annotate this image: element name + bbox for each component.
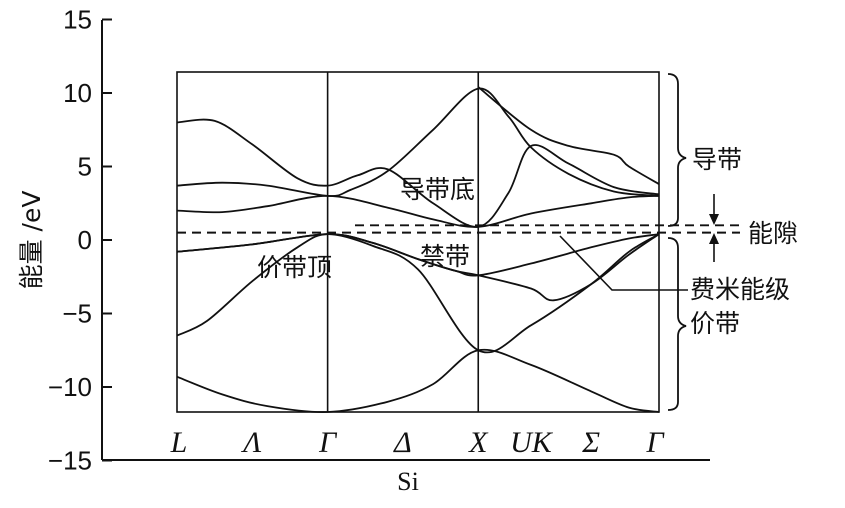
band-line-7 [477,86,660,185]
fermi-leader-line [559,235,688,291]
y-tick-label-2: 5 [78,152,92,182]
y-axis-label: 能量 /eV [17,191,46,290]
conduction-band-label: 导带 [692,145,742,174]
fermi-level-label: 费米能级 [690,275,790,304]
k-label-4: X [468,426,489,459]
forbidden-band-label: 禁带 [420,242,470,271]
k-label-6: Σ [581,426,600,459]
k-label-2: Γ [318,426,338,459]
k-label-3: Δ [393,426,412,459]
conduction-band-brace [667,73,687,227]
vbm-label: 价带顶 [257,253,332,282]
y-tick-label-5: −10 [48,372,92,402]
band-line-4 [176,194,660,228]
band-line-5 [176,87,660,197]
y-tick-label-6: −15 [48,446,92,476]
k-label-0: L [170,426,188,459]
k-label-7: Γ [645,426,665,459]
gap-arrow-down-head [709,214,719,225]
band-line-0 [176,348,660,413]
plot-frame [176,71,660,413]
band-gap-label: 能隙 [748,219,798,248]
y-tick-label-0: 15 [63,5,92,35]
valence-band-brace [667,237,687,411]
k-label-5: UK [510,426,554,459]
k-label-1: Λ [240,426,261,459]
gap-arrow-up-head [709,233,719,244]
band-line-3 [176,233,660,277]
y-tick-label-1: 10 [63,78,92,108]
band-line-6 [176,118,660,228]
y-tick-label-3: 0 [78,225,92,255]
y-tick-label-4: −5 [62,299,92,329]
valence-band-label: 价带 [690,309,740,338]
cbm-label: 导带底 [400,175,475,204]
x-axis-label: Si [397,467,419,496]
band-line-1 [176,233,660,354]
